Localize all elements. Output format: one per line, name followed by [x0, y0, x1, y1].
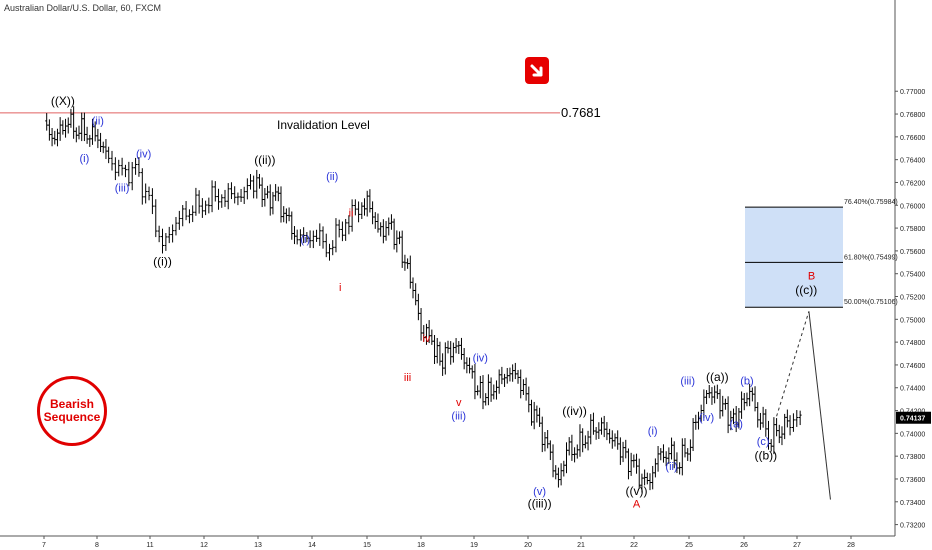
wave-label: (a) — [729, 419, 742, 431]
wave-label: (iii) — [115, 183, 130, 195]
wave-label: (i) — [80, 153, 90, 165]
bearish-label: Bearish — [49, 397, 95, 411]
wave-label: (i) — [648, 426, 658, 438]
wave-label: iii — [404, 372, 411, 384]
invalidation-text: Invalidation Level — [277, 118, 370, 132]
wave-label: ((iv)) — [562, 404, 587, 418]
wave-label: (i) — [300, 234, 310, 246]
wave-label: B — [808, 270, 815, 282]
wave-label: (ii) — [665, 461, 677, 473]
fib-label: 50.00%(0.75106) — [844, 299, 898, 306]
wave-label: ((ii)) — [254, 153, 275, 167]
y-tick-label: 0.74400 — [900, 386, 925, 393]
fib-label: 61.80%(0.75499) — [844, 254, 898, 261]
arrow-down-right-icon — [525, 57, 549, 84]
wave-label: ((a)) — [706, 370, 729, 384]
wave-label: ((iii)) — [528, 496, 552, 510]
fib-zone — [745, 207, 843, 308]
wave-label: (c) — [757, 436, 770, 448]
y-tick-label: 0.77000 — [900, 89, 925, 96]
wave-label: (ii) — [92, 115, 104, 127]
x-tick-label: 21 — [577, 542, 585, 549]
y-tick-label: 0.73600 — [900, 477, 925, 484]
x-tick-label: 18 — [417, 542, 425, 549]
x-tick-label: 14 — [308, 542, 316, 549]
invalidation-price-label: 0.7681 — [561, 105, 601, 120]
projection-dashed — [776, 311, 810, 417]
x-tick-label: 15 — [363, 542, 371, 549]
projection-solid — [808, 311, 831, 500]
y-tick-label: 0.75000 — [900, 317, 925, 324]
fib-label: 76.40%(0.75984) — [844, 199, 898, 206]
wave-label: (iii) — [451, 411, 466, 423]
y-tick-label: 0.76000 — [900, 203, 925, 210]
sequence-label: Sequence — [43, 410, 101, 424]
x-tick-label: 28 — [847, 542, 855, 549]
y-tick-label: 0.75600 — [900, 249, 925, 256]
wave-label: ((X)) — [51, 94, 75, 108]
y-tick-label: 0.75200 — [900, 295, 925, 302]
y-tick-label: 0.76400 — [900, 158, 925, 165]
wave-label: v — [456, 397, 462, 409]
wave-label: (ii) — [326, 171, 338, 183]
wave-label: (iii) — [680, 375, 695, 387]
x-tick-label: 20 — [524, 542, 532, 549]
wave-label: A — [633, 498, 641, 510]
y-tick-label: 0.75400 — [900, 272, 925, 279]
x-tick-label: 8 — [95, 542, 99, 549]
last-price-label: 0.74137 — [900, 416, 925, 423]
wave-label: (iv) — [473, 353, 488, 365]
y-tick-label: 0.76600 — [900, 135, 925, 142]
wave-label: ((i)) — [153, 255, 172, 269]
wave-label: ii — [349, 208, 354, 220]
y-tick-label: 0.74800 — [900, 340, 925, 347]
chart-title: Australian Dollar/U.S. Dollar, 60, FXCM — [4, 3, 162, 13]
y-tick-label: 0.76800 — [900, 112, 925, 119]
x-tick-label: 12 — [200, 542, 208, 549]
wave-label: (b) — [740, 375, 753, 387]
x-tick-label: 13 — [254, 542, 262, 549]
x-tick-label: 19 — [470, 542, 478, 549]
wave-label: (iv) — [136, 148, 151, 160]
wave-label: (v) — [533, 486, 546, 498]
y-tick-label: 0.74600 — [900, 363, 925, 370]
x-tick-label: 22 — [630, 542, 638, 549]
wave-label: ((c)) — [795, 283, 817, 297]
wave-label: ((b)) — [754, 449, 777, 463]
wave-label: ((v)) — [626, 484, 648, 498]
y-tick-label: 0.73800 — [900, 454, 925, 461]
last-price-tag — [896, 411, 931, 424]
y-tick-label: 0.75800 — [900, 226, 925, 233]
bearish-sequence-badge: Bearish Sequence — [37, 376, 107, 446]
y-tick-label: 0.76200 — [900, 180, 925, 187]
x-tick-label: 7 — [42, 542, 46, 549]
x-tick-label: 25 — [685, 542, 693, 549]
y-tick-label: 0.73400 — [900, 500, 925, 507]
y-tick-label: 0.73200 — [900, 523, 925, 530]
wave-label: i — [339, 282, 341, 294]
x-tick-label: 27 — [793, 542, 801, 549]
wave-label: iv — [422, 333, 430, 345]
price-bars — [45, 106, 802, 493]
x-tick-label: 11 — [146, 542, 153, 549]
y-tick-label: 0.74000 — [900, 431, 925, 438]
wave-label: (iv) — [699, 412, 714, 424]
x-tick-label: 26 — [740, 542, 748, 549]
